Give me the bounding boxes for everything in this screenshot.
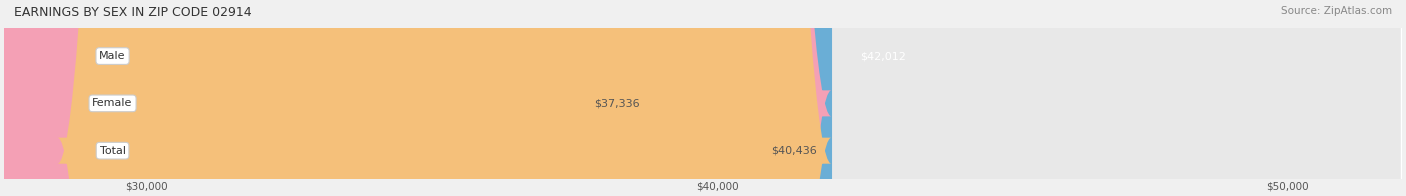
FancyBboxPatch shape [58, 0, 831, 196]
Text: Male: Male [100, 51, 125, 61]
Text: Total: Total [100, 146, 125, 156]
FancyBboxPatch shape [146, 0, 1402, 196]
Text: $40,436: $40,436 [770, 146, 817, 156]
Text: $42,012: $42,012 [860, 51, 907, 61]
Text: Female: Female [93, 98, 132, 108]
FancyBboxPatch shape [146, 0, 832, 196]
Text: EARNINGS BY SEX IN ZIP CODE 02914: EARNINGS BY SEX IN ZIP CODE 02914 [14, 6, 252, 19]
FancyBboxPatch shape [146, 0, 1402, 196]
FancyBboxPatch shape [0, 0, 831, 196]
Text: $37,336: $37,336 [593, 98, 640, 108]
FancyBboxPatch shape [146, 0, 1402, 196]
Text: Source: ZipAtlas.com: Source: ZipAtlas.com [1281, 6, 1392, 16]
